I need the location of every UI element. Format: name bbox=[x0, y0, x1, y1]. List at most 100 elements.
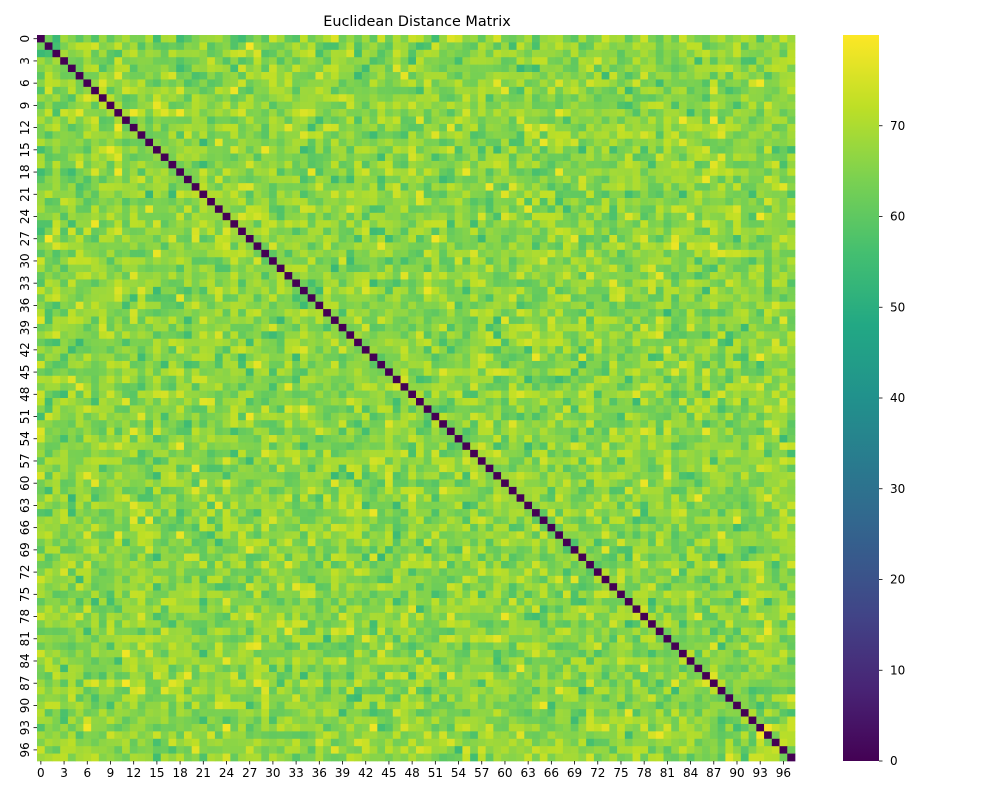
heatmap-cell bbox=[284, 197, 293, 206]
heatmap-cell bbox=[702, 79, 711, 88]
heatmap-cell bbox=[37, 190, 46, 199]
heatmap-cell bbox=[663, 338, 672, 347]
heatmap-cell bbox=[431, 398, 440, 406]
heatmap-cell bbox=[609, 323, 618, 332]
heatmap-cell bbox=[686, 286, 695, 295]
heatmap-cell bbox=[137, 279, 146, 288]
heatmap-cell bbox=[137, 175, 146, 184]
heatmap-cell bbox=[617, 279, 626, 288]
heatmap-cell bbox=[199, 42, 208, 51]
heatmap-cell bbox=[137, 101, 146, 110]
heatmap-cell bbox=[562, 353, 572, 362]
heatmap-cell bbox=[315, 368, 324, 377]
heatmap-cell bbox=[740, 383, 749, 391]
heatmap-cell bbox=[477, 220, 486, 228]
heatmap-cell bbox=[570, 49, 579, 58]
heatmap-cell bbox=[245, 101, 254, 110]
heatmap-cell bbox=[416, 94, 425, 103]
heatmap-cell bbox=[261, 264, 270, 273]
heatmap-cell bbox=[269, 286, 278, 295]
heatmap-cell bbox=[462, 197, 471, 206]
heatmap-cell bbox=[98, 86, 107, 95]
heatmap-cell bbox=[547, 94, 556, 103]
heatmap-cell bbox=[299, 123, 309, 132]
heatmap-cell bbox=[702, 331, 711, 340]
heatmap-cell bbox=[292, 131, 301, 140]
heatmap-cell bbox=[191, 205, 200, 214]
heatmap-cell bbox=[640, 398, 649, 406]
heatmap-cell bbox=[361, 153, 370, 162]
heatmap-cell bbox=[640, 375, 649, 384]
heatmap-cell bbox=[748, 338, 757, 347]
heatmap-cell bbox=[385, 242, 394, 251]
heatmap-cell bbox=[238, 331, 247, 340]
heatmap-cell bbox=[663, 212, 672, 221]
heatmap-cell bbox=[83, 309, 92, 317]
heatmap-cell bbox=[261, 390, 270, 399]
heatmap-cell bbox=[470, 279, 479, 288]
heatmap-cell bbox=[315, 72, 324, 80]
heatmap-cell bbox=[408, 390, 417, 399]
heatmap-cell bbox=[207, 279, 216, 288]
heatmap-cell bbox=[176, 72, 185, 80]
heatmap-cell bbox=[764, 42, 773, 51]
heatmap-cell bbox=[702, 175, 711, 184]
heatmap-cell bbox=[624, 249, 633, 258]
heatmap-cell bbox=[346, 123, 355, 132]
heatmap-cell bbox=[145, 205, 154, 214]
heatmap-cell bbox=[338, 309, 347, 317]
heatmap-cell bbox=[477, 331, 486, 340]
heatmap-cell bbox=[145, 49, 154, 58]
heatmap-cell bbox=[261, 131, 270, 140]
heatmap-cell bbox=[315, 235, 324, 243]
heatmap-cell bbox=[678, 272, 688, 280]
heatmap-cell bbox=[160, 138, 169, 147]
heatmap-cell bbox=[392, 398, 401, 406]
heatmap-cell bbox=[346, 72, 355, 80]
heatmap-cell bbox=[346, 42, 355, 51]
heatmap-cell bbox=[183, 323, 193, 332]
heatmap-cell bbox=[787, 279, 796, 288]
heatmap-cell bbox=[400, 42, 409, 51]
heatmap-cell bbox=[470, 346, 479, 354]
heatmap-cell bbox=[593, 368, 602, 377]
heatmap-cell bbox=[694, 86, 703, 95]
heatmap-cell bbox=[199, 101, 208, 110]
heatmap-cell bbox=[183, 123, 193, 132]
heatmap-cell bbox=[75, 220, 84, 228]
heatmap-cell bbox=[222, 242, 231, 251]
heatmap-cell bbox=[60, 175, 69, 184]
heatmap-cell bbox=[586, 323, 595, 332]
heatmap-cell bbox=[176, 272, 185, 280]
heatmap-cell bbox=[323, 57, 332, 65]
heatmap-cell bbox=[75, 301, 84, 310]
heatmap-cell bbox=[640, 123, 649, 132]
heatmap-cell bbox=[578, 235, 587, 243]
heatmap-cell bbox=[678, 242, 688, 251]
heatmap-cell bbox=[153, 338, 162, 347]
heatmap-cell bbox=[663, 272, 672, 280]
heatmap-cell bbox=[37, 235, 46, 243]
heatmap-cell bbox=[299, 168, 309, 177]
heatmap-cell bbox=[446, 279, 456, 288]
heatmap-cell bbox=[91, 235, 100, 243]
heatmap-cell bbox=[539, 383, 548, 391]
heatmap-cell bbox=[269, 338, 278, 347]
heatmap-cell bbox=[114, 197, 123, 206]
heatmap-cell bbox=[655, 205, 664, 214]
heatmap-cell bbox=[771, 131, 780, 140]
heatmap-cell bbox=[771, 279, 780, 288]
heatmap-cell bbox=[431, 390, 440, 399]
heatmap-cell bbox=[787, 205, 796, 214]
heatmap-cell bbox=[75, 94, 84, 103]
heatmap-cell bbox=[214, 197, 223, 206]
heatmap-cell bbox=[245, 123, 254, 132]
heatmap-cell bbox=[624, 346, 633, 354]
heatmap-cell bbox=[439, 242, 448, 251]
heatmap-cell bbox=[748, 316, 757, 325]
heatmap-cell bbox=[145, 235, 154, 243]
heatmap-cell bbox=[764, 35, 773, 43]
heatmap-cell bbox=[547, 183, 556, 191]
heatmap-cell bbox=[702, 353, 711, 362]
heatmap-cell bbox=[323, 279, 332, 288]
